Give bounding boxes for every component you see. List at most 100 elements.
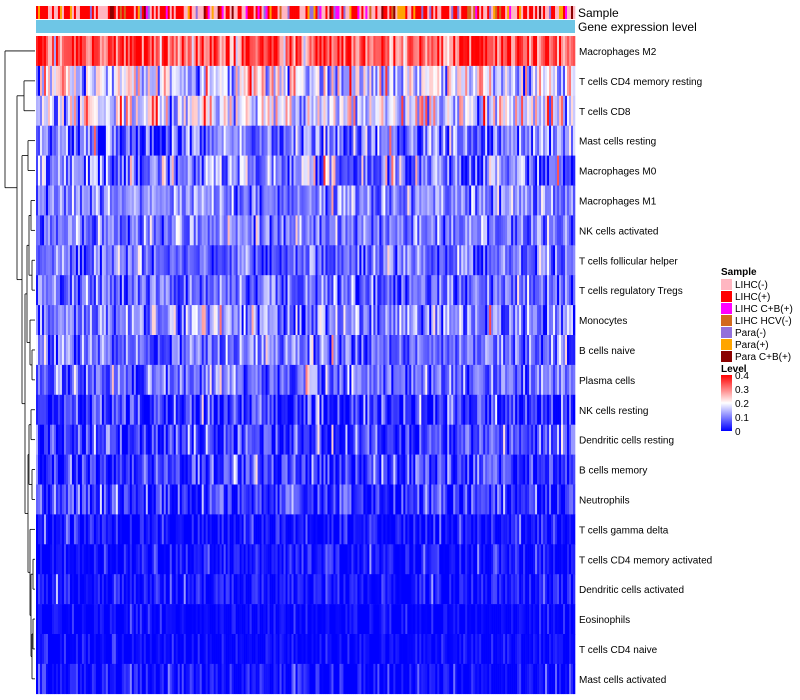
heatmap-cell xyxy=(227,245,230,276)
heatmap-cell xyxy=(381,275,384,306)
heatmap-cell xyxy=(143,335,147,366)
heatmap-cell xyxy=(343,185,346,216)
heatmap-cell xyxy=(305,125,308,156)
heatmap-cell xyxy=(179,424,183,455)
heatmap-cell xyxy=(393,155,396,186)
heatmap-cell xyxy=(139,215,143,246)
heatmap-cell xyxy=(105,364,109,396)
heatmap-cell xyxy=(531,484,534,515)
heatmap-cell xyxy=(79,36,83,67)
heatmap-row xyxy=(36,215,576,246)
heatmap-cell xyxy=(493,394,496,425)
heatmap-cell xyxy=(79,65,83,97)
heatmap-cell xyxy=(129,364,133,396)
heatmap-cell xyxy=(279,36,282,67)
heatmap-cell xyxy=(69,275,73,306)
heatmap-cell xyxy=(377,65,380,97)
heatmap-cell xyxy=(83,275,87,306)
heatmap-cell xyxy=(397,335,400,366)
heatmap-cell xyxy=(335,65,338,97)
heatmap-cell xyxy=(285,514,288,545)
heatmap-cell xyxy=(43,185,47,216)
heatmap-cell xyxy=(569,394,572,425)
heatmap-cell xyxy=(329,185,332,216)
heatmap-cell xyxy=(165,185,169,216)
heatmap-cell xyxy=(467,514,470,545)
heatmap-cell xyxy=(393,335,396,366)
heatmap-cell xyxy=(101,245,105,276)
heatmap-cell xyxy=(533,215,536,246)
heatmap-cell xyxy=(109,364,113,396)
heatmap-cell xyxy=(455,424,458,455)
heatmap-cell xyxy=(531,125,534,156)
heatmap-cell xyxy=(183,185,187,216)
heatmap-cell xyxy=(351,394,354,425)
heatmap-cell xyxy=(539,185,542,216)
heatmap-cell xyxy=(255,305,258,336)
heatmap-cell xyxy=(69,424,73,455)
heatmap-cell xyxy=(397,394,400,425)
heatmap-cell xyxy=(237,185,240,216)
heatmap-cell xyxy=(187,514,191,545)
heatmap-cell xyxy=(323,95,326,126)
heatmap-cell xyxy=(501,125,504,156)
heatmap-cell xyxy=(413,275,416,306)
heatmap-cell xyxy=(131,155,135,186)
sample-annotation-cell xyxy=(269,6,272,19)
heatmap-cell xyxy=(229,454,232,485)
heatmap-cell xyxy=(177,484,181,515)
heatmap-cell xyxy=(249,335,252,366)
heatmap-cell xyxy=(215,155,218,186)
heatmap-cell xyxy=(403,424,406,455)
heatmap-cell xyxy=(101,275,105,306)
heatmap-cell xyxy=(559,484,562,515)
heatmap-cell xyxy=(259,364,262,396)
heatmap-cell xyxy=(483,65,486,97)
heatmap-cell xyxy=(153,394,157,425)
heatmap-cell xyxy=(39,185,43,216)
heatmap-cell xyxy=(209,215,212,246)
heatmap-cell xyxy=(223,245,226,276)
heatmap-cell xyxy=(353,215,356,246)
heatmap-cell xyxy=(261,305,264,336)
heatmap-cell xyxy=(411,305,414,336)
heatmap-cell xyxy=(433,215,436,246)
heatmap-cell xyxy=(105,275,109,306)
heatmap-cell xyxy=(451,335,454,366)
heatmap-cell xyxy=(385,155,388,186)
heatmap-cell xyxy=(425,484,428,515)
heatmap-cell xyxy=(79,364,83,396)
heatmap-cell xyxy=(447,454,450,485)
heatmap-cell xyxy=(291,514,294,545)
heatmap-cell xyxy=(141,275,145,306)
heatmap-cell xyxy=(371,65,374,97)
heatmap-cell xyxy=(423,245,426,276)
heatmap-cell xyxy=(459,185,462,216)
heatmap-cell xyxy=(391,364,394,396)
heatmap-cell xyxy=(65,514,69,545)
heatmap-cell xyxy=(287,275,290,306)
heatmap-cell xyxy=(65,454,69,485)
heatmap-cell xyxy=(47,36,51,67)
heatmap-cell xyxy=(413,125,416,156)
heatmap-cell xyxy=(523,155,526,186)
heatmap-cell xyxy=(105,245,109,276)
heatmap-cell xyxy=(353,245,356,276)
heatmap-cell xyxy=(61,185,65,216)
heatmap-cell xyxy=(383,95,386,126)
heatmap-cell xyxy=(213,215,216,246)
heatmap-cell xyxy=(181,185,185,216)
heatmap-cell xyxy=(101,544,105,575)
heatmap-cell xyxy=(453,305,456,336)
heatmap-cell xyxy=(343,215,346,246)
heatmap-cell xyxy=(119,36,123,67)
heatmap-cell xyxy=(525,95,528,126)
heatmap-cell xyxy=(67,95,71,126)
heatmap-cell xyxy=(523,305,526,336)
heatmap-cell xyxy=(347,484,350,515)
heatmap-cell xyxy=(459,215,462,246)
heatmap-cell xyxy=(71,95,75,126)
heatmap-cell xyxy=(309,155,312,186)
heatmap-cell xyxy=(69,364,73,396)
heatmap-cell xyxy=(525,125,528,156)
